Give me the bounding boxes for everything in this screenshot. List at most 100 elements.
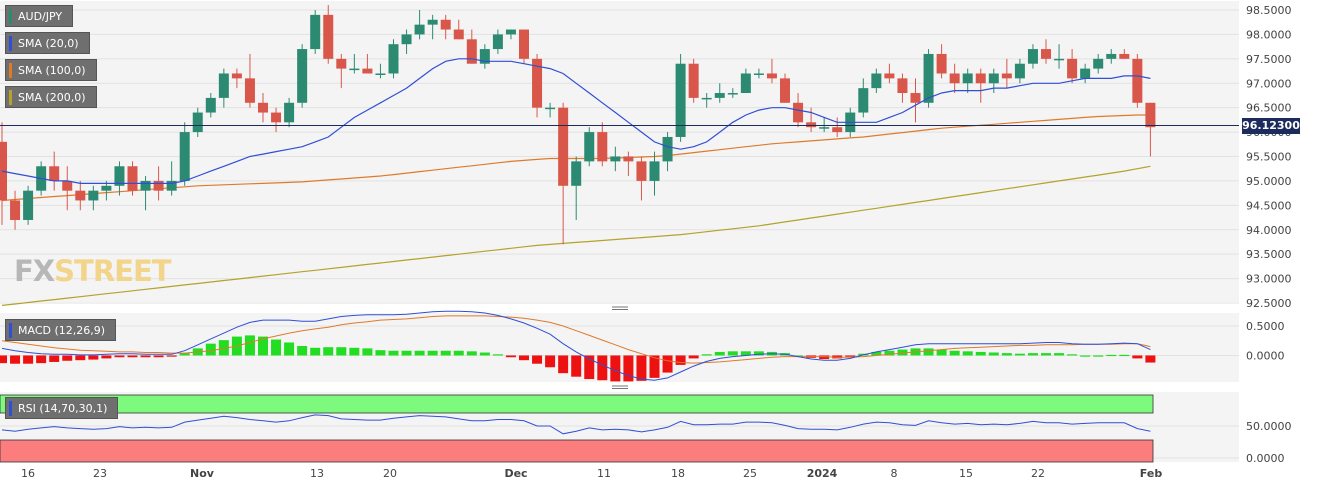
candle-body (323, 14, 334, 59)
macd-histogram-bar (1119, 354, 1130, 357)
macd-histogram-bar (466, 351, 477, 356)
candle-body (949, 73, 960, 84)
macd-histogram-bar (1041, 353, 1051, 356)
candle-body (584, 132, 595, 162)
macd-histogram-bar (414, 350, 425, 356)
candle-body (884, 73, 895, 79)
x-tick-label: 11 (597, 467, 611, 480)
candle-body (349, 68, 360, 71)
candle-body (101, 185, 112, 191)
macd-histogram-bar (740, 351, 751, 356)
candle-body (140, 180, 151, 191)
candle-body (244, 78, 255, 103)
pane-divider-handle-2[interactable] (612, 385, 628, 389)
candle-body (793, 102, 804, 123)
macd-histogram-bar (297, 346, 308, 356)
macd-histogram-bar (205, 343, 216, 356)
candle-body (166, 180, 177, 191)
x-tick-label: 8 (891, 467, 898, 480)
pane-divider-handle-1[interactable] (612, 306, 628, 310)
legend-rsi[interactable]: RSI (14,70,30,1) (5, 397, 119, 419)
candle-body (453, 29, 464, 40)
sma200-line (1, 165, 1151, 306)
sma200-series (1, 165, 1151, 306)
candle-body (753, 73, 764, 75)
macd-histogram-bar (244, 335, 255, 356)
macd-histogram-bar (545, 355, 556, 368)
macd-histogram-bar (675, 355, 686, 365)
candle-body (701, 97, 712, 100)
x-tick-label: 23 (93, 467, 107, 480)
candle-body (505, 29, 516, 35)
price-tick-label: 93.5000 (1246, 248, 1292, 261)
legend-sma200[interactable]: SMA (200,0) (5, 86, 97, 108)
macd-histogram-bar (610, 355, 621, 382)
macd-histogram-bar (479, 352, 490, 356)
legend-swatch (9, 36, 12, 51)
candle-body (192, 112, 203, 133)
candle-body (1001, 73, 1012, 79)
candle-body (571, 161, 582, 186)
price-tick-label: 98.0000 (1246, 28, 1292, 41)
candle-body (1119, 53, 1130, 59)
candle-body (127, 166, 138, 191)
price-tick-label: 93.0000 (1246, 273, 1292, 286)
macd-histogram-bar (62, 355, 73, 361)
macd-histogram-bar (401, 350, 412, 356)
candle-body (897, 78, 908, 94)
macd-histogram-bar (1054, 353, 1065, 356)
candle-body (1106, 53, 1117, 59)
candle-body (492, 34, 503, 50)
macd-histogram-bar (114, 355, 125, 358)
candlesticks (0, 5, 1156, 245)
candle-body (1132, 58, 1143, 103)
macd-histogram-bar (1132, 355, 1143, 359)
candle-body (1014, 63, 1025, 79)
candle-body (975, 73, 986, 84)
macd-histogram-bar (284, 342, 295, 356)
candle-body (1041, 49, 1051, 59)
rsi-overbought-band (0, 394, 1154, 414)
x-tick-label: 22 (1031, 467, 1045, 480)
macd-histogram-bar (10, 355, 21, 364)
candle-body (988, 73, 999, 84)
legend-sma20[interactable]: SMA (20,0) (5, 32, 90, 54)
macd-histogram-bar (584, 355, 595, 380)
candle-body (336, 58, 347, 69)
macd-histogram-bar (440, 350, 451, 356)
candle-body (532, 58, 543, 108)
legend-sma100[interactable]: SMA (100,0) (5, 59, 97, 81)
price-tick-label: 94.5000 (1246, 199, 1292, 212)
macd-histogram-bar (49, 355, 60, 362)
legend-swatch (9, 9, 12, 24)
macd-histogram-bar (819, 355, 830, 359)
candle-body (440, 19, 451, 30)
candle-body (714, 93, 725, 98)
macd-histogram-bar (310, 347, 321, 356)
legend-swatch (9, 63, 12, 78)
macd-histogram-bar (701, 354, 712, 356)
macd-histogram-bar (375, 350, 386, 356)
candle-body (923, 53, 934, 103)
macd-histogram-bar (166, 355, 177, 357)
candle-body (1027, 49, 1038, 64)
macd-histogram-bar (179, 353, 190, 356)
candle-body (1093, 58, 1104, 69)
candle-body (218, 73, 229, 98)
x-tick-label: 2024 (807, 467, 838, 480)
rsi-line (1, 414, 1151, 435)
candle-body (23, 190, 34, 220)
candle-body (806, 122, 817, 128)
candle-body (1080, 68, 1091, 79)
legend-swatch (9, 401, 12, 416)
legend-macd[interactable]: MACD (12,26,9) (5, 319, 117, 341)
macd-histogram-bar (519, 355, 529, 361)
price-tick-label: 96.5000 (1246, 102, 1292, 115)
candle-body (962, 73, 973, 84)
macd-histogram-bar (753, 351, 764, 356)
macd-histogram-bar (1001, 353, 1012, 356)
legend-pair[interactable]: AUD/JPY (5, 5, 74, 27)
price-tick-label: 97.0000 (1246, 77, 1292, 90)
price-y-axis: 92.5000 93.0000 93.5000 94.0000 94.5000 95.00… (1246, 4, 1292, 310)
